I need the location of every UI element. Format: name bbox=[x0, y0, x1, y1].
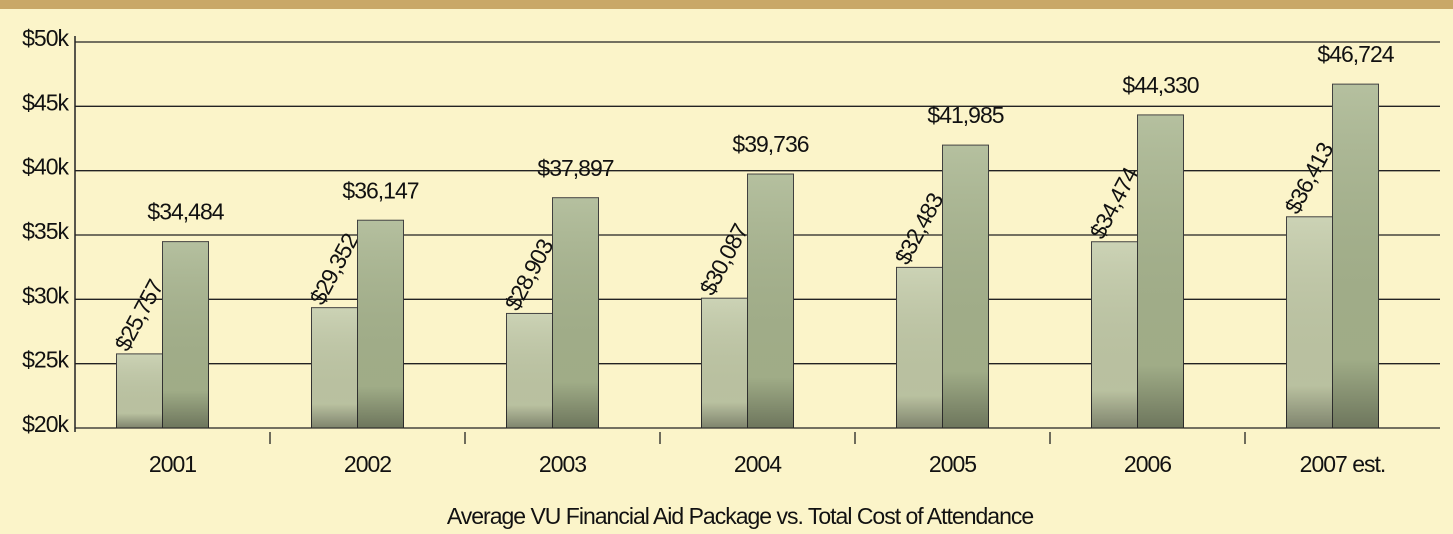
x-tick-label: 2004 bbox=[734, 451, 782, 477]
value-label: $32,483 bbox=[889, 189, 948, 269]
value-label: $25,757 bbox=[109, 276, 168, 356]
x-tick-label: 2007 est. bbox=[1300, 451, 1386, 477]
y-tick-label: $30k bbox=[22, 282, 69, 308]
bar-texture bbox=[1287, 217, 1333, 428]
x-tick-label: 2002 bbox=[344, 451, 391, 477]
value-label: $34,484 bbox=[147, 199, 224, 225]
top-band bbox=[0, 0, 1453, 9]
bar-texture bbox=[312, 308, 358, 428]
bar-texture bbox=[507, 313, 553, 428]
bar-texture bbox=[748, 174, 794, 428]
bar-texture bbox=[117, 354, 163, 428]
x-tick-label: 2006 bbox=[1124, 451, 1171, 477]
y-tick-label: $25k bbox=[22, 347, 69, 373]
value-label: $39,736 bbox=[732, 131, 808, 157]
chart: Average VU Financial Aid Package vs. Tot… bbox=[0, 0, 1453, 534]
bar-texture bbox=[1138, 115, 1184, 428]
bar-texture bbox=[1092, 242, 1138, 428]
bar-texture bbox=[1333, 84, 1379, 428]
value-label: $30,087 bbox=[694, 220, 753, 300]
value-label: $36,413 bbox=[1279, 138, 1338, 218]
y-tick-label: $35k bbox=[22, 218, 69, 244]
value-label: $44,330 bbox=[1122, 72, 1198, 98]
value-label: $46,724 bbox=[1317, 41, 1394, 67]
y-tick-label: $50k bbox=[22, 25, 69, 51]
bar-texture bbox=[702, 298, 748, 428]
bar-texture bbox=[897, 267, 943, 428]
y-tick-label: $45k bbox=[22, 89, 69, 115]
y-tick-label: $40k bbox=[22, 154, 69, 180]
x-tick-label: 2003 bbox=[539, 451, 586, 477]
value-label: $36,147 bbox=[342, 177, 418, 203]
bar-texture bbox=[553, 198, 599, 428]
x-tick-label: 2001 bbox=[149, 451, 196, 477]
y-tick-label: $20k bbox=[22, 411, 69, 437]
value-label: $28,903 bbox=[499, 235, 558, 315]
value-label: $41,985 bbox=[927, 102, 1003, 128]
value-label: $34,474 bbox=[1084, 162, 1143, 243]
bar-texture bbox=[163, 242, 209, 428]
bar-texture bbox=[358, 220, 404, 428]
value-label: $29,352 bbox=[304, 229, 363, 309]
x-tick-label: 2005 bbox=[929, 451, 976, 477]
x-axis-title: Average VU Financial Aid Package vs. Tot… bbox=[447, 503, 1034, 529]
bar-texture bbox=[943, 145, 989, 428]
value-label: $37,897 bbox=[537, 155, 613, 181]
